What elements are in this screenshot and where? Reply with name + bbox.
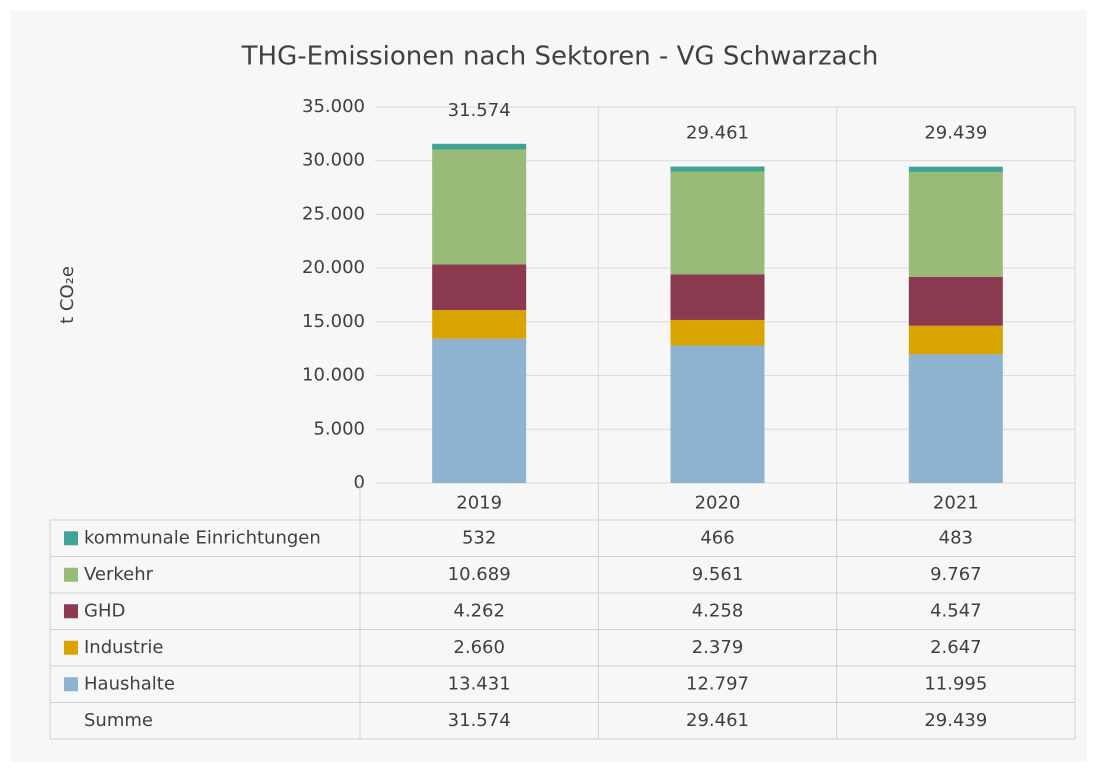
legend-label: kommunale Einrichtungen xyxy=(84,527,321,548)
total-label: 29.439 xyxy=(924,123,987,144)
legend-label: Haushalte xyxy=(84,673,175,694)
chart-title: THG-Emissionen nach Sektoren - VG Schwar… xyxy=(241,42,879,72)
bar-segment xyxy=(670,274,765,320)
table-total: 29.439 xyxy=(924,710,987,731)
table-value: 483 xyxy=(939,527,973,548)
total-label: 29.461 xyxy=(686,123,749,144)
legend-label: Industrie xyxy=(84,637,163,658)
table-value: 9.767 xyxy=(930,564,982,585)
y-tick-label: 0 xyxy=(354,472,365,493)
table-value: 2.379 xyxy=(692,637,744,658)
x-tick-label: 2019 xyxy=(456,493,502,514)
table-total: 29.461 xyxy=(686,710,749,731)
bar-segment xyxy=(432,264,527,311)
bar-segment xyxy=(908,166,1003,172)
legend-label: Verkehr xyxy=(84,564,154,585)
y-axis-label: t CO₂e xyxy=(57,266,78,324)
y-tick-label: 5.000 xyxy=(313,418,365,439)
table-value: 11.995 xyxy=(924,673,987,694)
bar-segment xyxy=(908,354,1003,483)
y-tick-label: 15.000 xyxy=(302,311,365,332)
bar-segment xyxy=(432,310,527,339)
chart-background xyxy=(10,10,1087,762)
table-value: 532 xyxy=(462,527,496,548)
bar-segment xyxy=(670,166,765,172)
table-value: 9.561 xyxy=(692,564,744,585)
table-value: 2.660 xyxy=(453,637,505,658)
table-value: 13.431 xyxy=(448,673,511,694)
bar-segment xyxy=(670,171,765,275)
table-value: 4.258 xyxy=(692,600,744,621)
bar-segment xyxy=(670,319,765,346)
legend-label: GHD xyxy=(84,600,125,621)
table-value: 4.547 xyxy=(930,600,982,621)
table-value: 2.647 xyxy=(930,637,982,658)
legend-swatch xyxy=(64,531,78,546)
bar-segment xyxy=(432,149,527,265)
bar-segment xyxy=(908,171,1003,277)
table-value: 4.262 xyxy=(453,600,505,621)
total-label: 31.574 xyxy=(448,100,511,121)
table-value: 10.689 xyxy=(448,564,511,585)
table-value: 12.797 xyxy=(686,673,749,694)
bar-segment xyxy=(908,325,1003,355)
x-tick-label: 2020 xyxy=(695,493,741,514)
y-tick-label: 25.000 xyxy=(302,203,365,224)
legend-swatch xyxy=(64,604,78,619)
bar-segment xyxy=(432,338,527,483)
y-tick-label: 30.000 xyxy=(302,150,365,171)
table-value: 466 xyxy=(700,527,734,548)
y-tick-label: 35.000 xyxy=(302,96,365,117)
bar-segment xyxy=(670,345,765,483)
legend-swatch xyxy=(64,567,78,582)
bar-segment xyxy=(432,143,527,150)
y-tick-label: 20.000 xyxy=(302,257,365,278)
bar-segment xyxy=(908,276,1003,326)
y-tick-label: 10.000 xyxy=(302,365,365,386)
table-total: 31.574 xyxy=(448,710,511,731)
x-tick-label: 2021 xyxy=(933,493,979,514)
total-row-label: Summe xyxy=(84,710,153,731)
legend-swatch xyxy=(64,677,78,692)
legend-swatch xyxy=(64,640,78,655)
